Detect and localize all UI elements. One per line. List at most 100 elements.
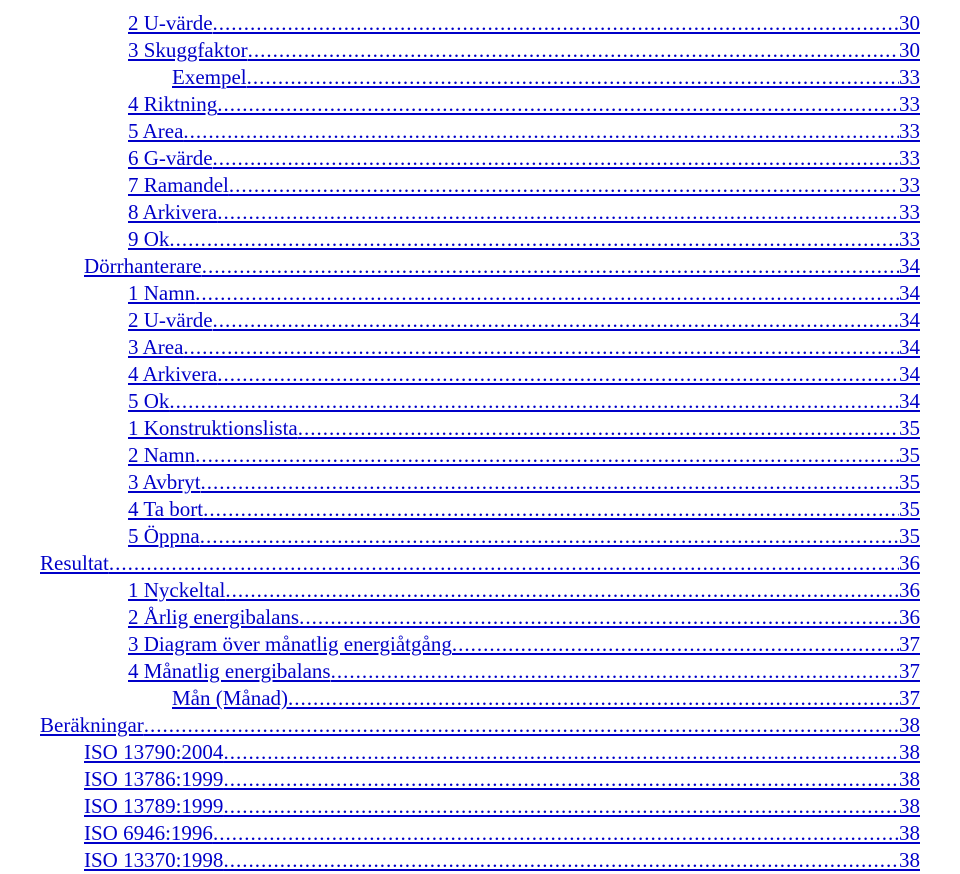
toc-leader-dots — [169, 388, 899, 415]
toc-entry[interactable]: 3 Avbryt35 — [40, 469, 920, 496]
toc-entry-page: 33 — [899, 91, 920, 118]
toc-entry-label: 5 Öppna — [128, 523, 200, 550]
toc-entry-label: 7 Ramandel — [128, 172, 229, 199]
toc-leader-dots — [298, 415, 899, 442]
toc-leader-dots — [247, 64, 899, 91]
toc-entry[interactable]: 4 Månatlig energibalans 37 — [40, 658, 920, 685]
toc-entry-label: 2 Årlig energibalans — [128, 604, 299, 631]
toc-entry[interactable]: 2 U-värde 34 — [40, 307, 920, 334]
toc-entry[interactable]: 3 Area34 — [40, 334, 920, 361]
toc-entry-label: 2 U-värde — [128, 307, 213, 334]
toc-entry-page: 33 — [899, 172, 920, 199]
toc-leader-dots — [223, 766, 899, 793]
toc-entry-page: 34 — [899, 307, 920, 334]
toc-entry[interactable]: 5 Ok 34 — [40, 388, 920, 415]
toc-entry-label: ISO 13786:1999 — [84, 766, 223, 793]
toc-leader-dots — [201, 469, 899, 496]
toc-entry-page: 34 — [899, 388, 920, 415]
toc-leader-dots — [200, 523, 899, 550]
toc-entry-page: 30 — [899, 10, 920, 37]
toc-entry[interactable]: Dörrhanterare 34 — [40, 253, 920, 280]
toc-entry-page: 38 — [899, 712, 920, 739]
toc-entry-label: 1 Nyckeltal — [128, 577, 225, 604]
toc-entry[interactable]: 1 Namn34 — [40, 280, 920, 307]
toc-leader-dots — [202, 253, 899, 280]
toc-entry[interactable]: 4 Ta bort35 — [40, 496, 920, 523]
toc-entry[interactable]: 3 Diagram över månatlig energiåtgång 37 — [40, 631, 920, 658]
toc-entry[interactable]: Exempel33 — [40, 64, 920, 91]
toc-entry-label: Mån (Månad) — [172, 685, 288, 712]
toc-entry[interactable]: 9 Ok 33 — [40, 226, 920, 253]
toc-entry-page: 38 — [899, 847, 920, 874]
toc-entry-label: 4 Månatlig energibalans — [128, 658, 331, 685]
toc-entry-page: 33 — [899, 226, 920, 253]
toc-entry-label: 5 Area — [128, 118, 183, 145]
toc-entry[interactable]: 4 Riktning33 — [40, 91, 920, 118]
toc-entry-label: 5 Ok — [128, 388, 169, 415]
toc-entry-page: 35 — [899, 523, 920, 550]
toc-entry[interactable]: Resultat36 — [40, 550, 920, 577]
toc-entry-page: 35 — [899, 415, 920, 442]
toc-entry-label: 4 Ta bort — [128, 496, 203, 523]
toc-entry[interactable]: 2 Namn 35 — [40, 442, 920, 469]
toc-entry-label: 3 Skuggfaktor — [128, 37, 248, 64]
toc-leader-dots — [195, 280, 899, 307]
toc-entry-page: 36 — [899, 604, 920, 631]
toc-leader-dots — [223, 793, 899, 820]
toc-entry-label: Beräkningar — [40, 712, 144, 739]
toc-entry-label: ISO 13370:1998 — [84, 847, 223, 874]
toc-entry-label: Exempel — [172, 64, 247, 91]
toc-leader-dots — [229, 172, 899, 199]
toc-entry[interactable]: ISO 13370:1998 38 — [40, 847, 920, 874]
toc-entry[interactable]: 3 Skuggfaktor30 — [40, 37, 920, 64]
toc-entry[interactable]: 2 U-värde30 — [40, 10, 920, 37]
toc-leader-dots — [213, 820, 899, 847]
toc-leader-dots — [331, 658, 899, 685]
toc-entry[interactable]: 1 Nyckeltal 36 — [40, 577, 920, 604]
toc-entry[interactable]: 6 G-värde 33 — [40, 145, 920, 172]
toc-entry[interactable]: ISO 13789:199938 — [40, 793, 920, 820]
toc-leader-dots — [203, 496, 899, 523]
toc-entry-page: 34 — [899, 334, 920, 361]
toc-leader-dots — [223, 739, 899, 766]
toc-leader-dots — [288, 685, 899, 712]
toc-entry[interactable]: 1 Konstruktionslista 35 — [40, 415, 920, 442]
toc-leader-dots — [213, 145, 899, 172]
toc-entry-label: 6 G-värde — [128, 145, 213, 172]
toc-leader-dots — [183, 118, 899, 145]
toc-entry-page: 37 — [899, 631, 920, 658]
toc-entry[interactable]: 4 Arkivera 34 — [40, 361, 920, 388]
toc-entry-label: 1 Konstruktionslista — [128, 415, 298, 442]
toc-entry-page: 34 — [899, 253, 920, 280]
toc-leader-dots — [217, 361, 899, 388]
toc-entry[interactable]: ISO 6946:199638 — [40, 820, 920, 847]
toc-leader-dots — [169, 226, 899, 253]
toc-entry-label: 9 Ok — [128, 226, 169, 253]
toc-entry-page: 34 — [899, 361, 920, 388]
toc-entry[interactable]: 8 Arkivera33 — [40, 199, 920, 226]
toc-entry-label: 1 Namn — [128, 280, 195, 307]
toc-entry-page: 35 — [899, 442, 920, 469]
toc-leader-dots — [223, 847, 899, 874]
toc-leader-dots — [144, 712, 899, 739]
toc-leader-dots — [452, 631, 899, 658]
toc-entry-label: 3 Diagram över månatlig energiåtgång — [128, 631, 452, 658]
toc-entry[interactable]: Beräkningar 38 — [40, 712, 920, 739]
toc-entry-page: 33 — [899, 145, 920, 172]
toc-entry[interactable]: ISO 13786:199938 — [40, 766, 920, 793]
toc-entry[interactable]: 7 Ramandel 33 — [40, 172, 920, 199]
toc-entry[interactable]: 5 Öppna 35 — [40, 523, 920, 550]
toc-entry-page: 37 — [899, 658, 920, 685]
toc-entry-page: 33 — [899, 199, 920, 226]
toc-entry[interactable]: 2 Årlig energibalans 36 — [40, 604, 920, 631]
toc-entry[interactable]: Mån (Månad)37 — [40, 685, 920, 712]
toc-entry-label: ISO 6946:1996 — [84, 820, 213, 847]
toc-entry-page: 38 — [899, 739, 920, 766]
toc-entry-page: 33 — [899, 118, 920, 145]
toc-entry-page: 36 — [899, 577, 920, 604]
toc-entry-label: 4 Arkivera — [128, 361, 217, 388]
toc-entry[interactable]: ISO 13790:200438 — [40, 739, 920, 766]
toc-entry-label: 2 Namn — [128, 442, 195, 469]
toc-entry-label: Dörrhanterare — [84, 253, 202, 280]
toc-entry[interactable]: 5 Area 33 — [40, 118, 920, 145]
